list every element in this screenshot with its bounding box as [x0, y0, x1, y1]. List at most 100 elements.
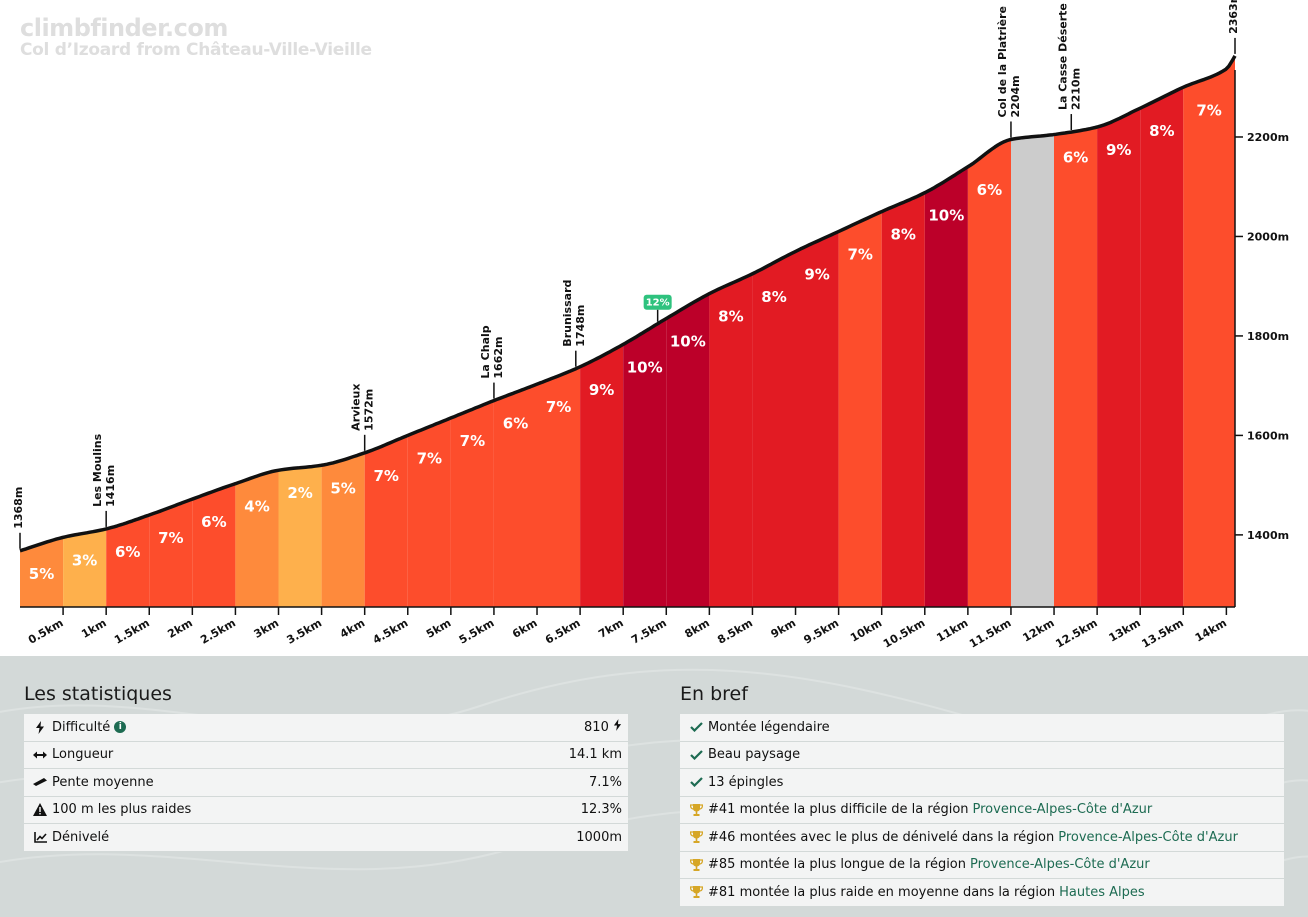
waypoint-name: La Casse Déserte: [1056, 3, 1069, 110]
gradient-label: 8%: [761, 288, 786, 306]
stat-value: 7.1%: [588, 774, 622, 790]
trophy-icon: [689, 803, 703, 817]
arrows-horizontal-icon: [33, 748, 47, 762]
gradient-label: 6%: [115, 543, 140, 561]
gradient-segment: [709, 273, 753, 607]
stats-area: Les statistiques Difficulté i 810 Longueu…: [0, 656, 1308, 917]
x-tick-label: 1.5km: [112, 616, 152, 646]
region-link[interactable]: Provence-Alpes-Côte d'Azur: [972, 802, 1153, 818]
gradient-label: 7%: [158, 529, 183, 547]
stats-title: Les statistiques: [24, 683, 172, 705]
profile-svg: 5% 3% 6% 7% 6% 4% 2% 5% 7% 7% 7% 6% 7% 9% 10% 10% 8% 8% 9%…: [12, 0, 1289, 651]
waypoint-altitude: 1662m: [492, 337, 505, 379]
stat-value: 810: [584, 720, 609, 736]
waypoint-name: Brunissard: [561, 280, 574, 347]
gradient-segment: [881, 192, 925, 607]
x-tick-label: 9.5km: [801, 616, 841, 646]
gradient-label: 7%: [847, 246, 872, 264]
waypoint-name: La Chalp: [479, 325, 492, 378]
x-tick-label: 11km: [934, 616, 970, 644]
x-tick-label: 8km: [682, 616, 711, 640]
trend-chart-icon: [33, 830, 47, 844]
stat-label: 100 m les plus raides: [52, 802, 192, 818]
brief-text: Montée légendaire: [708, 719, 830, 735]
gradient-label: 7%: [1196, 101, 1221, 119]
gradient-label: 10%: [627, 358, 663, 376]
gradient-segment: [407, 418, 451, 607]
info-icon[interactable]: i: [114, 721, 127, 734]
brief-title: En bref: [680, 683, 748, 705]
stat-label: Difficulté: [52, 719, 111, 735]
stat-row-average-gradient: Pente moyenne 7.1%: [24, 769, 628, 797]
climb-title: Col d’Izoard from Château-Ville-Vieille: [20, 40, 372, 60]
waypoint-label: 1368m: [12, 487, 25, 529]
profile-line: [19, 55, 1237, 553]
brief-text: 13 épingles: [708, 774, 784, 790]
gradient-segment: [1011, 134, 1054, 607]
x-tick-label: 0.5km: [26, 616, 66, 646]
gradient-segment: [63, 528, 107, 607]
waypoint-name: Col de la Platrière: [996, 6, 1009, 117]
x-tick-label: 10km: [848, 616, 884, 644]
brief-row: Montée légendaire: [680, 714, 1284, 742]
brief-text: #85 montée la plus longue de la région: [708, 857, 967, 873]
gradient-label: 9%: [1106, 141, 1131, 159]
trophy-icon: [689, 885, 703, 899]
brief-row: #85 montée la plus longue de la région Pr…: [680, 851, 1284, 879]
gradient-segment: [924, 166, 968, 608]
gradient-label: 7%: [373, 467, 398, 485]
gradient-segment: [1183, 55, 1235, 607]
ruler-icon: [33, 775, 47, 789]
gradient-label: 7%: [460, 432, 485, 450]
x-tick-label: 8.5km: [715, 616, 755, 646]
gradient-label: 9%: [804, 265, 829, 283]
region-link[interactable]: Hautes Alpes: [1059, 884, 1145, 900]
gradient-label: 5%: [29, 565, 54, 583]
brief-row: Beau paysage: [680, 741, 1284, 769]
gradient-segment: [967, 139, 1011, 607]
waypoint-label: Brunissard 1748m: [561, 280, 587, 347]
gradient-segment: [235, 470, 279, 607]
y-tick-label: 1600m: [1247, 429, 1289, 442]
waypoint-label: Col de la Platrière 2204m: [996, 6, 1022, 117]
stat-value: 14.1 km: [568, 747, 622, 763]
brief-row: #41 montée la plus difficile de la régio…: [680, 796, 1284, 824]
stat-row-difficulty: Difficulté i 810: [24, 714, 628, 742]
brief-text: #81 montée la plus raide en moyenne dans…: [708, 884, 1056, 900]
x-tick-label: 3km: [252, 616, 281, 640]
gradient-label: 8%: [1149, 122, 1174, 140]
warning-icon: [33, 803, 47, 817]
stat-label: Dénivelé: [52, 829, 110, 845]
brief-row: #46 montées avec le plus de dénivelé dan…: [680, 824, 1284, 852]
x-tick-label: 6.5km: [543, 616, 583, 646]
x-tick-label: 11.5km: [967, 616, 1013, 650]
x-tick-label: 13.5km: [1140, 616, 1186, 650]
gradient-segment: [1097, 108, 1141, 607]
gradient-label: 10%: [928, 207, 964, 225]
x-tick-label: 10.5km: [881, 616, 927, 650]
y-tick-label: 1400m: [1247, 529, 1289, 542]
gradient-segment: [537, 366, 581, 607]
gradient-segment: [838, 211, 882, 607]
y-tick-label: 2000m: [1247, 230, 1289, 243]
gradient-segment: [192, 483, 236, 607]
stat-row-length: Longueur 14.1 km: [24, 741, 628, 769]
elevation-profile-chart: 5% 3% 6% 7% 6% 4% 2% 5% 7% 7% 7% 6% 7% 9% 10% 10% 8% 8% 9%…: [12, 0, 1290, 651]
lightning-icon: [613, 719, 622, 732]
gradient-label: 2%: [287, 484, 312, 502]
waypoint-label: Les Moulins 1416m: [91, 433, 117, 507]
gradient-segment: [1054, 127, 1098, 607]
stat-label: Pente moyenne: [52, 774, 154, 790]
x-tick-label: 4km: [338, 616, 367, 640]
region-link[interactable]: Provence-Alpes-Côte d'Azur: [1058, 829, 1238, 845]
brief-text: Beau paysage: [708, 747, 801, 763]
region-link[interactable]: Provence-Alpes-Côte d'Azur: [970, 857, 1150, 873]
waypoint-label: La Chalp 1662m: [479, 325, 505, 378]
stat-row-elevation-gain: Dénivelé 1000m: [24, 824, 628, 852]
brand-watermark: climbfinder.com: [20, 14, 228, 42]
brief-rows: Montée légendaire Beau paysage 13 épingles…: [680, 714, 1284, 907]
x-tick-label: 13km: [1107, 616, 1143, 644]
gradient-label: 8%: [718, 308, 743, 326]
gradient-segment: [623, 318, 667, 607]
gradient-label: 8%: [890, 226, 915, 244]
